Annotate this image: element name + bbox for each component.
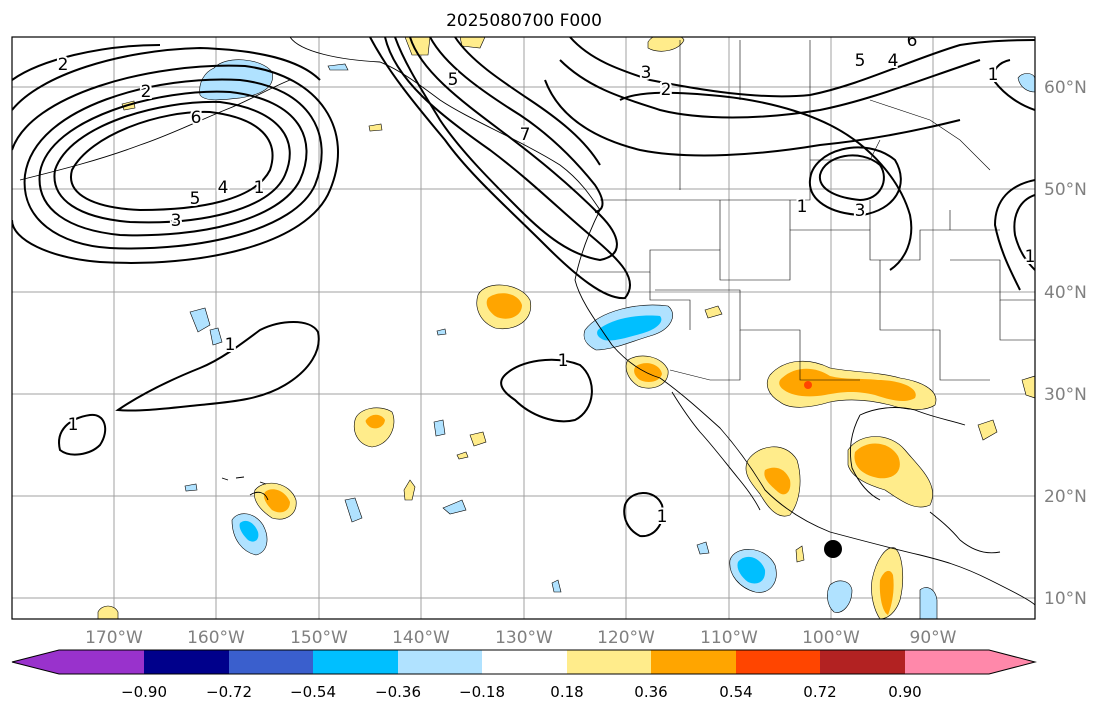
contour-label: 5 — [855, 51, 866, 71]
contour-label: 3 — [171, 211, 182, 231]
colorbar-tick: −0.36 — [375, 683, 421, 701]
colorbar — [11, 649, 1037, 675]
contour-lines — [12, 37, 1035, 538]
contour-label: 1 — [68, 415, 79, 435]
negative-anomaly-shading — [184, 59, 1035, 619]
lon-label: 120°W — [597, 628, 655, 648]
positive-anomaly-shading — [97, 37, 1035, 619]
colorbar-tick: −0.72 — [206, 683, 252, 701]
colorbar-segment — [567, 650, 651, 674]
colorbar-tick: 0.18 — [550, 683, 583, 701]
contour-label: 5 — [448, 70, 459, 90]
colorbar-tick: 0.90 — [888, 683, 921, 701]
colorbar-ticks: −0.90 −0.72 −0.54 −0.36 −0.18 0.18 0.36 … — [121, 683, 922, 701]
contour-label: 1 — [1025, 247, 1036, 267]
colorbar-segment — [651, 650, 736, 674]
colorbar-tick: 0.72 — [803, 683, 836, 701]
colorbar-segment — [144, 650, 229, 674]
contour-label: 2 — [141, 82, 152, 102]
colorbar-extend-high — [989, 650, 1035, 674]
colorbar-extend-low — [12, 650, 59, 674]
colorbar-segment — [820, 650, 905, 674]
colorbar-tick: −0.54 — [290, 683, 336, 701]
contour-label: 1 — [988, 65, 999, 85]
lon-label: 150°W — [290, 628, 348, 648]
colorbar-segment — [398, 650, 482, 674]
contour-label: 1 — [225, 335, 236, 355]
contour-label: 7 — [520, 125, 531, 145]
colorbar-segment — [229, 650, 313, 674]
lon-label: 90°W — [910, 628, 957, 648]
contour-label: 3 — [641, 63, 652, 83]
colorbar-segment — [313, 650, 398, 674]
colorbar-segment — [905, 650, 989, 674]
lon-label: 100°W — [802, 628, 860, 648]
map-title: 2025080700 F000 — [446, 11, 602, 31]
contour-label: 4 — [888, 51, 899, 71]
contour-label: 3 — [855, 201, 866, 221]
colorbar-tick: 0.36 — [634, 683, 667, 701]
lon-label: 170°W — [85, 628, 143, 648]
contour-label: 1 — [657, 507, 668, 527]
location-marker — [824, 540, 842, 558]
contour-label: 1 — [797, 197, 808, 217]
contour-labels: 2 2 6 5 4 3 1 5 7 3 2 6 5 4 1 1 3 1 1 1 … — [56, 31, 1036, 529]
contour-label: 6 — [907, 31, 918, 51]
colorbar-tick: 0.54 — [719, 683, 752, 701]
lon-label: 110°W — [700, 628, 758, 648]
colorbar-segment — [59, 650, 144, 674]
lat-label: 60°N — [1044, 78, 1087, 98]
colorbar-segment — [736, 650, 820, 674]
contour-label: 1 — [254, 178, 265, 198]
lat-label: 20°N — [1044, 487, 1087, 507]
contour-label: 6 — [191, 108, 202, 128]
map-frame — [11, 36, 1036, 620]
contour-label: 1 — [558, 351, 569, 371]
colorbar-tick: −0.18 — [459, 683, 505, 701]
contour-label: 4 — [218, 178, 229, 198]
lat-label: 10°N — [1044, 589, 1087, 609]
contour-label: 2 — [58, 55, 69, 75]
lat-label: 40°N — [1044, 283, 1087, 303]
colorbar-tick: −0.90 — [121, 683, 167, 701]
lon-label: 140°W — [392, 628, 450, 648]
lon-label: 160°W — [187, 628, 245, 648]
longitude-labels: 170°W 160°W 150°W 140°W 130°W 120°W 110°… — [85, 628, 957, 648]
lat-label: 50°N — [1044, 180, 1087, 200]
lat-label: 30°N — [1044, 385, 1087, 405]
lon-label: 130°W — [495, 628, 553, 648]
latitude-labels: 60°N 50°N 40°N 30°N 20°N 10°N — [1044, 78, 1087, 609]
political-borders — [580, 40, 1035, 381]
contour-label: 5 — [190, 189, 201, 209]
contour-label: 2 — [661, 80, 672, 100]
colorbar-outline — [11, 649, 1037, 675]
colorbar-segment — [482, 650, 567, 674]
